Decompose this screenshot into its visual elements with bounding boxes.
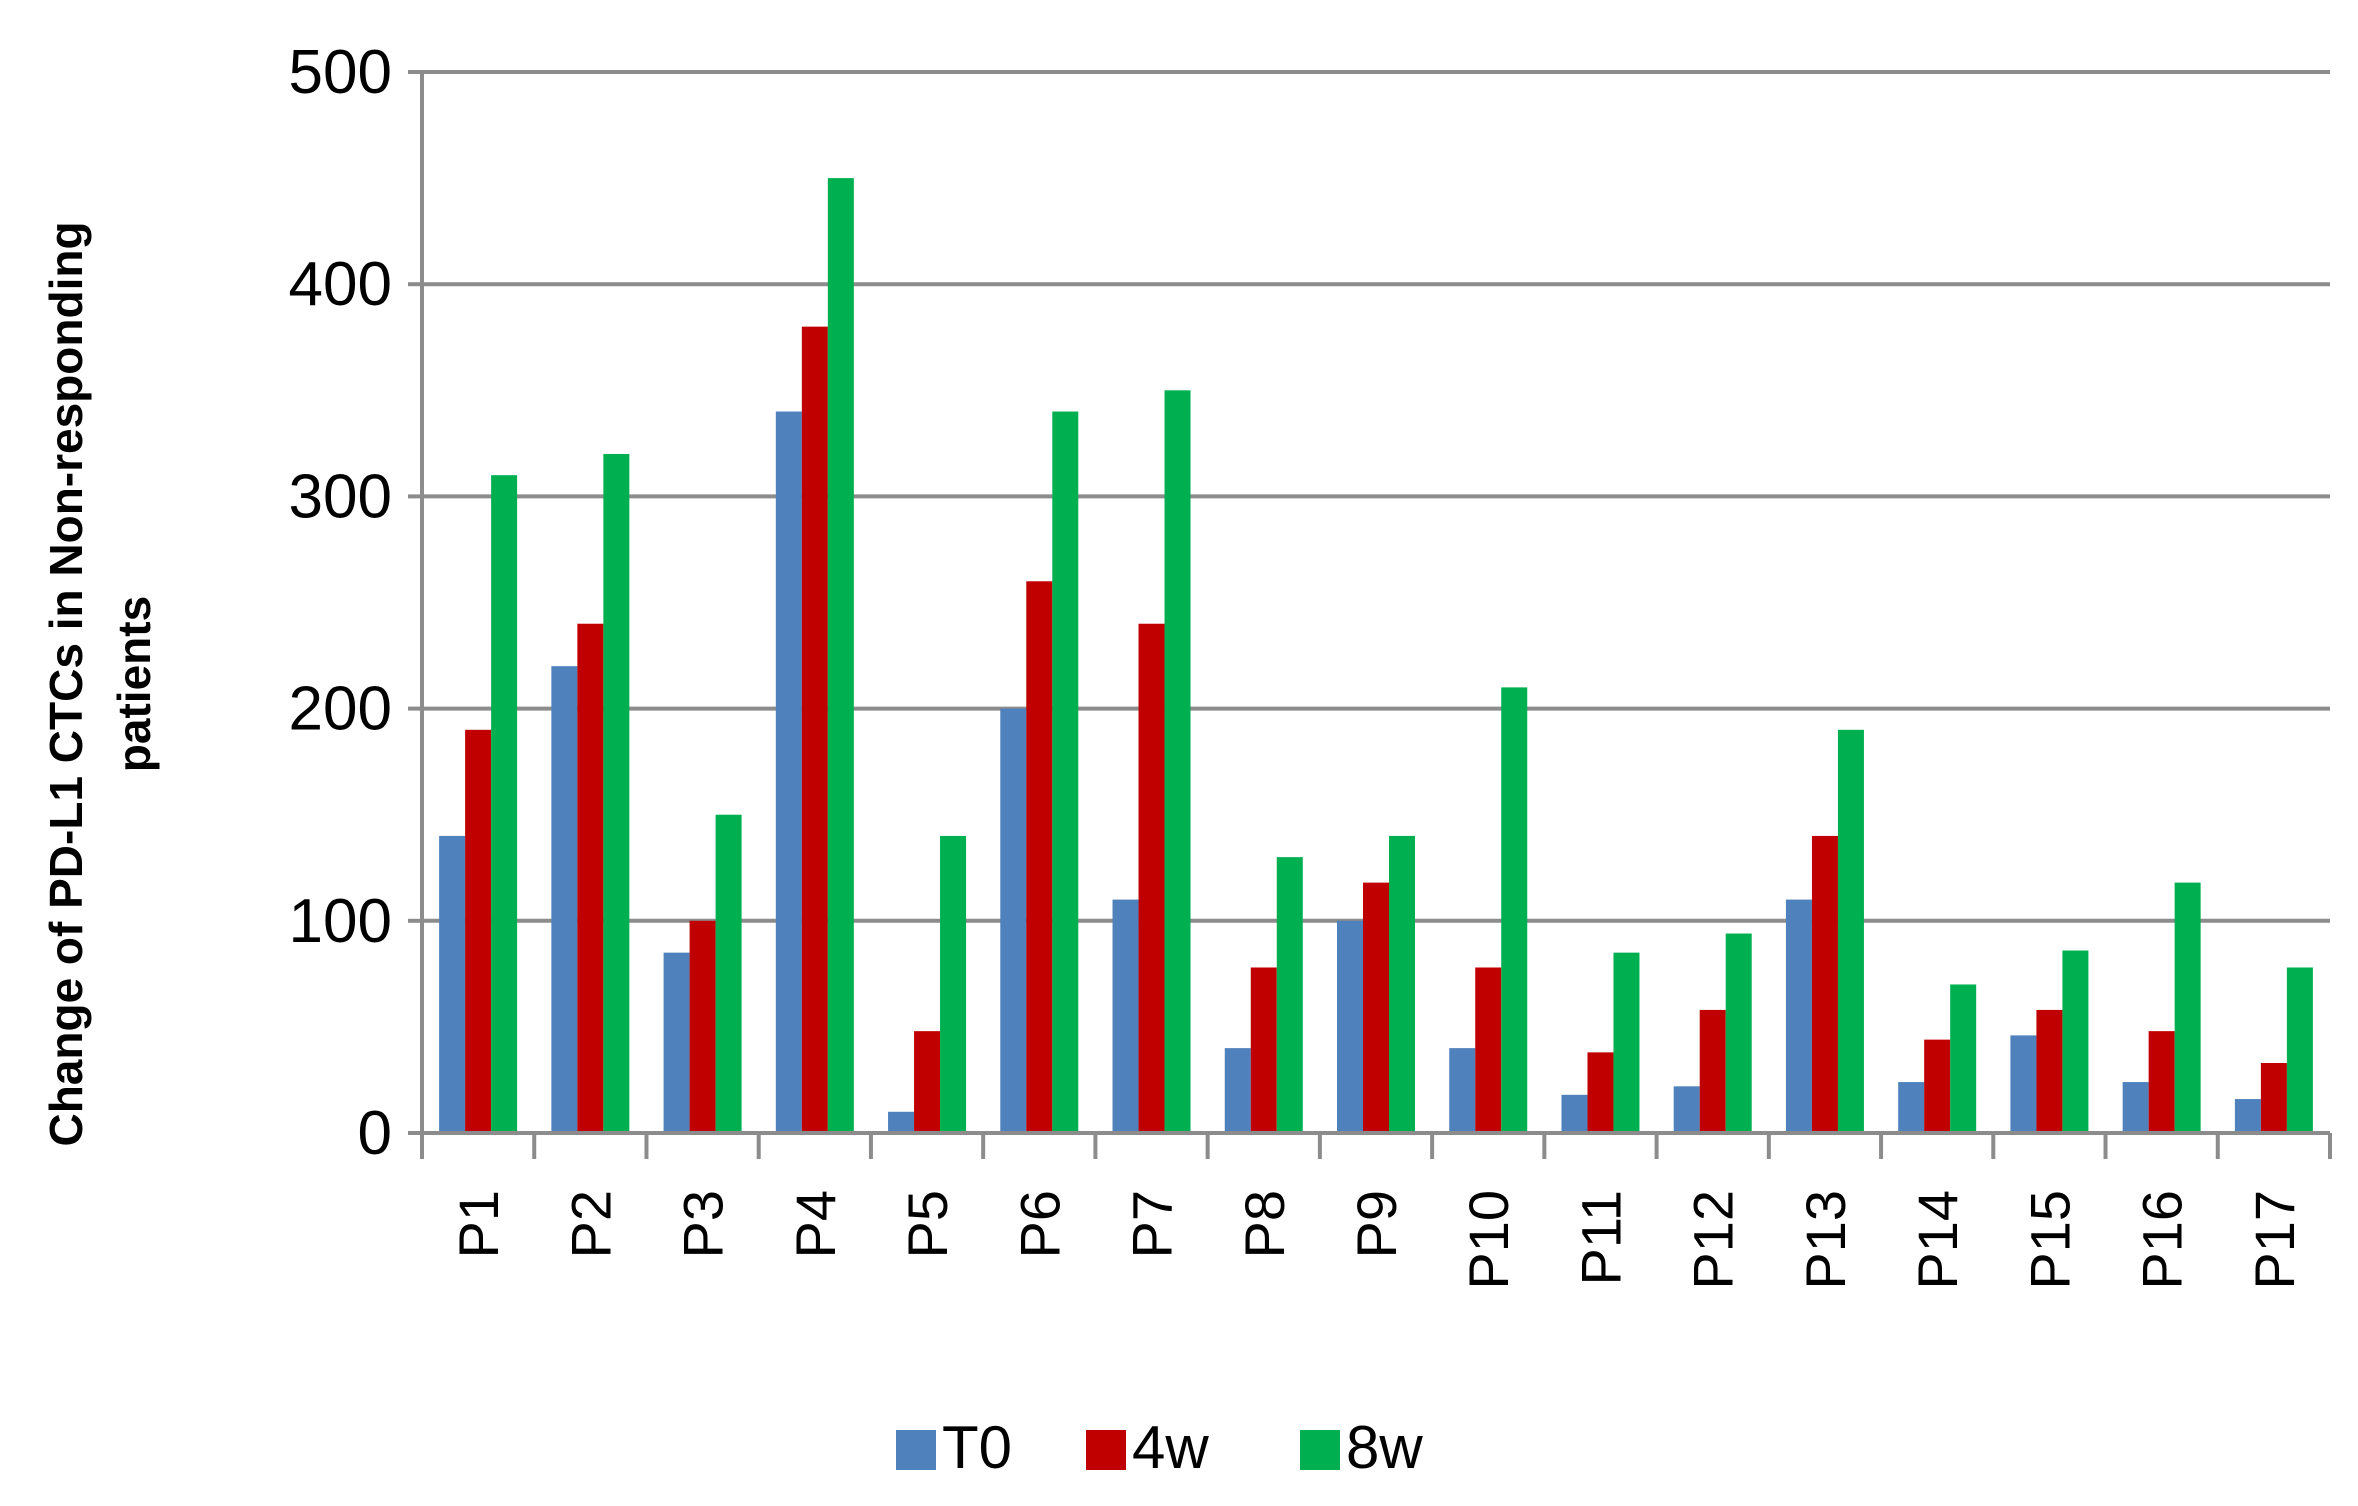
x-tick-label-P3: P3 (672, 1190, 735, 1259)
bar-P13-8w (1837, 729, 1864, 1133)
axes (420, 72, 2332, 1159)
bar-P2-T0 (551, 666, 578, 1133)
bar-P9-T0 (1337, 920, 1363, 1133)
bar-P17-4w (2260, 1062, 2287, 1133)
bar-P2-8w (603, 453, 630, 1134)
bar-P11-T0 (1561, 1094, 1588, 1133)
x-tick-label-P14: P14 (1906, 1190, 1969, 1290)
bar-P10-8w (1501, 687, 1528, 1133)
bar-P16-T0 (2122, 1082, 2149, 1133)
legend-label-4w: 4w (1132, 1414, 1209, 1481)
bar-P12-4w (1699, 1009, 1726, 1133)
bar-P6-4w (1026, 581, 1053, 1133)
legend-swatch-8w (1300, 1430, 1340, 1470)
bar-P3-8w (715, 814, 742, 1133)
y-tick-label-0: 0 (358, 1099, 392, 1168)
legend-swatch-4w (1086, 1430, 1126, 1470)
bar-P15-4w (2036, 1009, 2063, 1133)
x-tick-label-P10: P10 (1457, 1190, 1520, 1290)
x-tick-label-P5: P5 (896, 1190, 959, 1259)
bar-P12-8w (1725, 933, 1752, 1133)
x-tick-label-P12: P12 (1682, 1190, 1745, 1290)
x-tick-label-P6: P6 (1008, 1190, 1071, 1259)
legend: T0 4w 8w (896, 1414, 1423, 1481)
x-tick-label-P16: P16 (2131, 1190, 2194, 1290)
x-tick-label-P8: P8 (1233, 1190, 1296, 1259)
bar-P7-T0 (1112, 899, 1139, 1133)
bar-P15-8w (2062, 950, 2089, 1133)
bar-P11-4w (1587, 1052, 1614, 1133)
y-tick-label-500: 500 (289, 38, 392, 107)
bar-P1-T0 (439, 835, 466, 1133)
y-tick-label-400: 400 (289, 250, 392, 319)
x-tick-label-P2: P2 (559, 1190, 622, 1259)
bar-P4-T0 (775, 411, 802, 1133)
y-tick-labels: 0 100 200 300 400 500 (289, 38, 392, 1168)
bar-P7-4w (1138, 623, 1165, 1133)
bar-P6-T0 (1000, 708, 1027, 1133)
bar-P4-4w (801, 326, 828, 1133)
x-tick-label-P15: P15 (2018, 1190, 2081, 1290)
bar-P9-8w (1389, 835, 1415, 1133)
bar-P1-8w (491, 475, 518, 1133)
y-tick-label-100: 100 (289, 887, 392, 956)
bar-P10-4w (1475, 967, 1502, 1133)
bar-P8-8w (1276, 857, 1303, 1133)
bar-P6-8w (1052, 411, 1079, 1133)
x-tick-label-P4: P4 (784, 1190, 847, 1259)
bar-P5-8w (940, 835, 967, 1133)
bar-P5-4w (914, 1031, 941, 1133)
bar-P15-T0 (2010, 1035, 2037, 1133)
bar-P9-4w (1363, 882, 1389, 1133)
x-tick-label-P7: P7 (1121, 1190, 1184, 1259)
x-tick-label-P9: P9 (1345, 1190, 1408, 1259)
bar-P8-T0 (1224, 1048, 1251, 1133)
bar-P2-4w (577, 623, 604, 1133)
x-tick-labels: P1 P2 P3 P4 P5 P6 P7 P8 P9 P10 P11 P12 P13 P14 P15 P16 P… (447, 1190, 2306, 1290)
y-axis-label-line-2: patients (108, 596, 160, 772)
y-tick-label-300: 300 (289, 462, 392, 531)
bar-P3-T0 (663, 952, 690, 1133)
bar-P14-4w (1924, 1039, 1951, 1133)
bar-P10-T0 (1449, 1048, 1476, 1133)
bar-P3-4w (689, 920, 716, 1133)
bar-P12-T0 (1673, 1086, 1700, 1133)
x-tick-label-P13: P13 (1794, 1190, 1857, 1290)
bar-P8-4w (1250, 967, 1277, 1133)
x-tick-label-P1: P1 (447, 1190, 510, 1259)
bar-P7-8w (1164, 390, 1191, 1133)
bars (439, 178, 2313, 1134)
x-tick-label-P11: P11 (1569, 1190, 1632, 1285)
bar-P16-8w (2174, 882, 2201, 1133)
bar-P17-8w (2286, 967, 2313, 1133)
x-tick-label-P17: P17 (2243, 1190, 2306, 1290)
bar-P13-4w (1811, 835, 1838, 1133)
legend-label-T0: T0 (942, 1414, 1012, 1481)
bar-P5-T0 (888, 1111, 915, 1133)
bar-P16-4w (2148, 1031, 2175, 1133)
bar-P1-4w (465, 729, 492, 1133)
bar-P17-T0 (2234, 1099, 2261, 1133)
bar-P4-8w (827, 178, 854, 1134)
legend-swatch-T0 (896, 1430, 936, 1470)
bar-P13-T0 (1785, 899, 1812, 1133)
bar-P14-8w (1950, 984, 1977, 1133)
bar-P11-8w (1613, 952, 1640, 1133)
legend-label-8w: 8w (1346, 1414, 1423, 1481)
y-tick-label-200: 200 (289, 675, 392, 744)
y-axis-label-line-1: Change of PD-L1 CTCs in Non-responding (40, 221, 92, 1146)
bar-P14-T0 (1898, 1082, 1925, 1133)
